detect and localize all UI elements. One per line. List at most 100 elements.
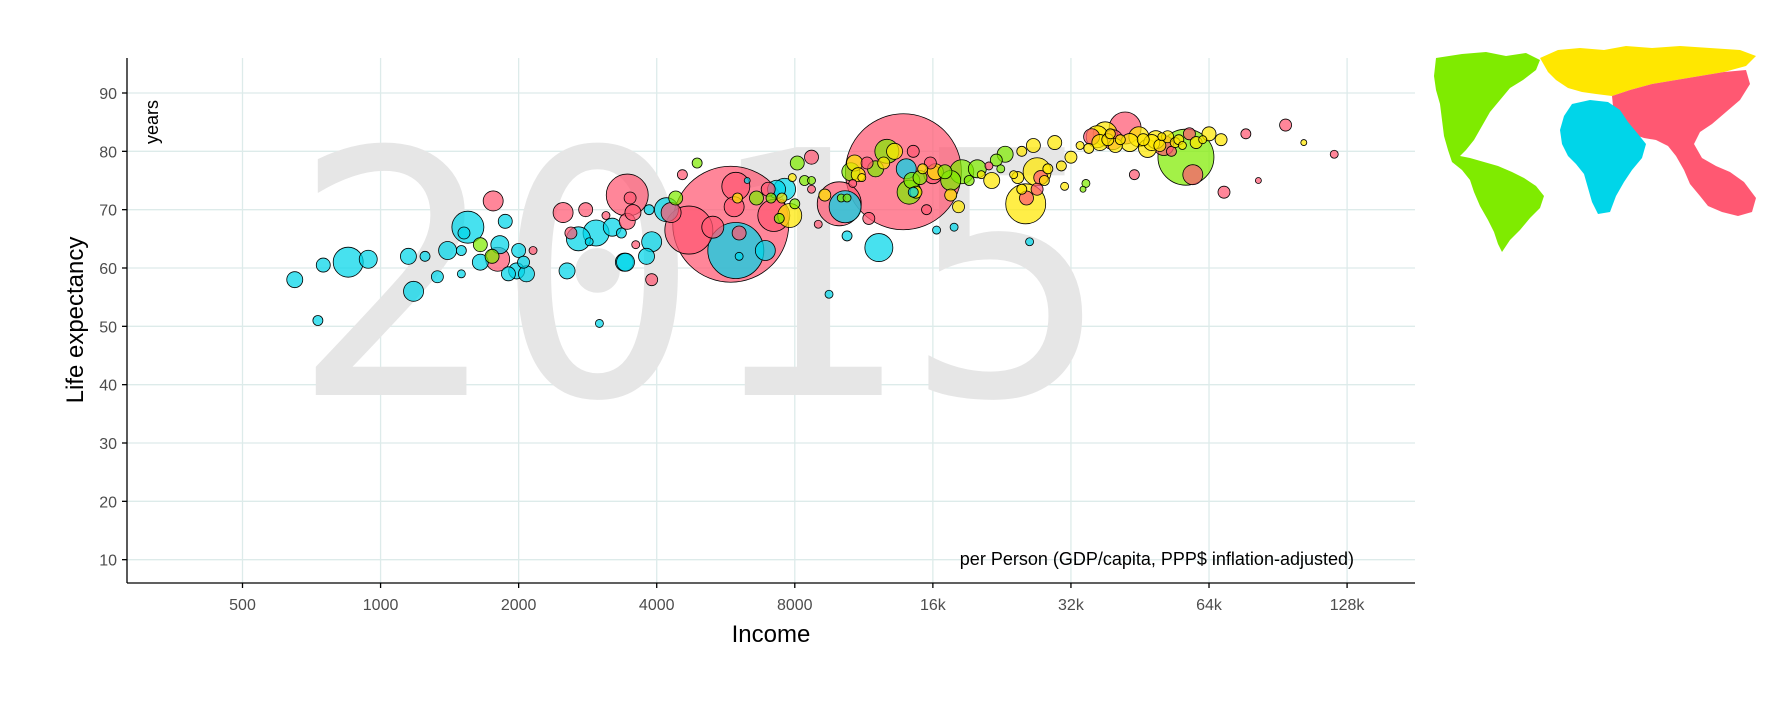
- bubble-africa: [501, 266, 516, 282]
- bubble-africa: [518, 265, 535, 283]
- bubble-africa: [358, 249, 378, 269]
- bubble-asia: [923, 156, 937, 170]
- bubble-africa: [490, 235, 510, 255]
- bubble-asia: [848, 179, 858, 188]
- y-tick-label: 20: [99, 494, 117, 511]
- bubble-europe: [1016, 145, 1028, 157]
- bubble-africa: [430, 270, 444, 284]
- bubble-asia: [804, 149, 819, 165]
- bubble-asia: [860, 156, 874, 170]
- world-map-legend: [1434, 46, 1756, 252]
- x-tick-label: 64k: [1196, 597, 1223, 614]
- bubble-africa: [743, 177, 751, 184]
- bubble-asia: [528, 246, 538, 255]
- bubble-americas: [691, 157, 703, 169]
- bubble-europe: [983, 172, 1001, 189]
- bubble-africa: [932, 225, 941, 235]
- bubble-europe: [1136, 133, 1150, 147]
- bubble-europe: [732, 192, 743, 204]
- bubble-europe: [1083, 143, 1095, 154]
- y-unit-label: years: [142, 100, 162, 144]
- bubble-europe: [1042, 163, 1054, 175]
- bubble-africa: [754, 240, 776, 261]
- bubble-americas: [937, 164, 953, 180]
- bubble-europe: [1025, 138, 1041, 153]
- bubble-africa: [616, 252, 635, 272]
- bubble-asia: [1254, 177, 1262, 184]
- map-region-africa: [1560, 100, 1646, 214]
- y-tick-label: 60: [99, 261, 117, 278]
- bubble-europe: [1114, 134, 1126, 146]
- bubble-americas: [749, 190, 764, 206]
- bubble-europe: [1055, 160, 1067, 172]
- bubble-europe: [818, 188, 832, 202]
- bubble-africa: [841, 230, 853, 242]
- map-region-europe: [1540, 46, 1756, 96]
- bubble-asia: [1279, 118, 1292, 132]
- bubble-asia: [624, 204, 642, 221]
- y-tick-label: 90: [99, 86, 117, 103]
- bubble-asia: [676, 169, 688, 181]
- bubble-asia: [921, 204, 932, 216]
- bubble-asia: [984, 161, 994, 171]
- y-tick-label: 70: [99, 203, 117, 220]
- bubble-africa: [286, 271, 304, 289]
- y-tick-label: 80: [99, 144, 117, 161]
- bubble-asia: [564, 226, 578, 240]
- bubble-europe: [1038, 175, 1050, 186]
- bubble-americas: [807, 176, 816, 185]
- bubble-europe: [1198, 135, 1208, 145]
- x-tick-label: 1000: [363, 597, 399, 614]
- bubble-europe: [1060, 181, 1070, 191]
- bubble-africa: [403, 280, 424, 302]
- bubble-africa: [400, 247, 417, 265]
- bubble-africa: [315, 257, 331, 273]
- y-tick-label: 40: [99, 378, 117, 395]
- bubble-europe: [976, 170, 986, 180]
- bubble-africa: [949, 222, 959, 232]
- bubble-asia: [1329, 149, 1339, 159]
- bubble-americas: [773, 213, 785, 224]
- bubble-europe: [1157, 132, 1167, 142]
- x-unit-label: per Person (GDP/capita, PPP$ inflation-a…: [960, 549, 1354, 569]
- bubble-asia: [645, 273, 659, 287]
- bubble-europe: [1214, 133, 1228, 147]
- y-tick-label: 10: [99, 553, 117, 570]
- bubble-africa: [584, 237, 594, 247]
- bubble-americas: [963, 175, 975, 186]
- bubble-americas: [789, 198, 801, 210]
- y-tick-label: 30: [99, 436, 117, 453]
- bubble-africa: [558, 262, 576, 280]
- bubble-asia: [1217, 185, 1231, 199]
- bubble-asia: [1030, 182, 1044, 196]
- bubble-asia: [807, 184, 816, 194]
- y-axis-title: Life expectancy: [62, 237, 89, 404]
- bubble-asia: [731, 225, 747, 241]
- bubble-americas: [765, 192, 777, 204]
- bubble-europe: [917, 163, 929, 175]
- bubble-asia: [601, 211, 611, 220]
- bubble-asia: [862, 212, 876, 225]
- bubble-africa: [638, 247, 655, 265]
- bubble-asia: [482, 190, 504, 212]
- bubble-asia: [1183, 127, 1196, 141]
- bubble-africa: [456, 269, 466, 279]
- bubble-americas: [668, 190, 684, 206]
- bubble-africa: [511, 243, 527, 258]
- bubble-europe: [1047, 135, 1063, 150]
- x-tick-label: 16k: [920, 597, 947, 614]
- bubble-asia: [1182, 164, 1204, 186]
- bubble-asia: [631, 240, 641, 250]
- bubble-europe: [1009, 170, 1019, 180]
- bubble-africa: [457, 226, 471, 240]
- bubble-europe: [1178, 141, 1187, 150]
- bubble-europe: [1016, 183, 1028, 195]
- bubble-africa: [824, 289, 834, 299]
- axes: [126, 58, 1415, 584]
- bubble-africa: [497, 213, 513, 229]
- bubble-asia: [701, 215, 725, 239]
- map-region-americas: [1434, 52, 1544, 252]
- bubble-americas: [1081, 179, 1091, 188]
- x-tick-label: 128k: [1330, 597, 1366, 614]
- bubble-asia: [623, 191, 637, 205]
